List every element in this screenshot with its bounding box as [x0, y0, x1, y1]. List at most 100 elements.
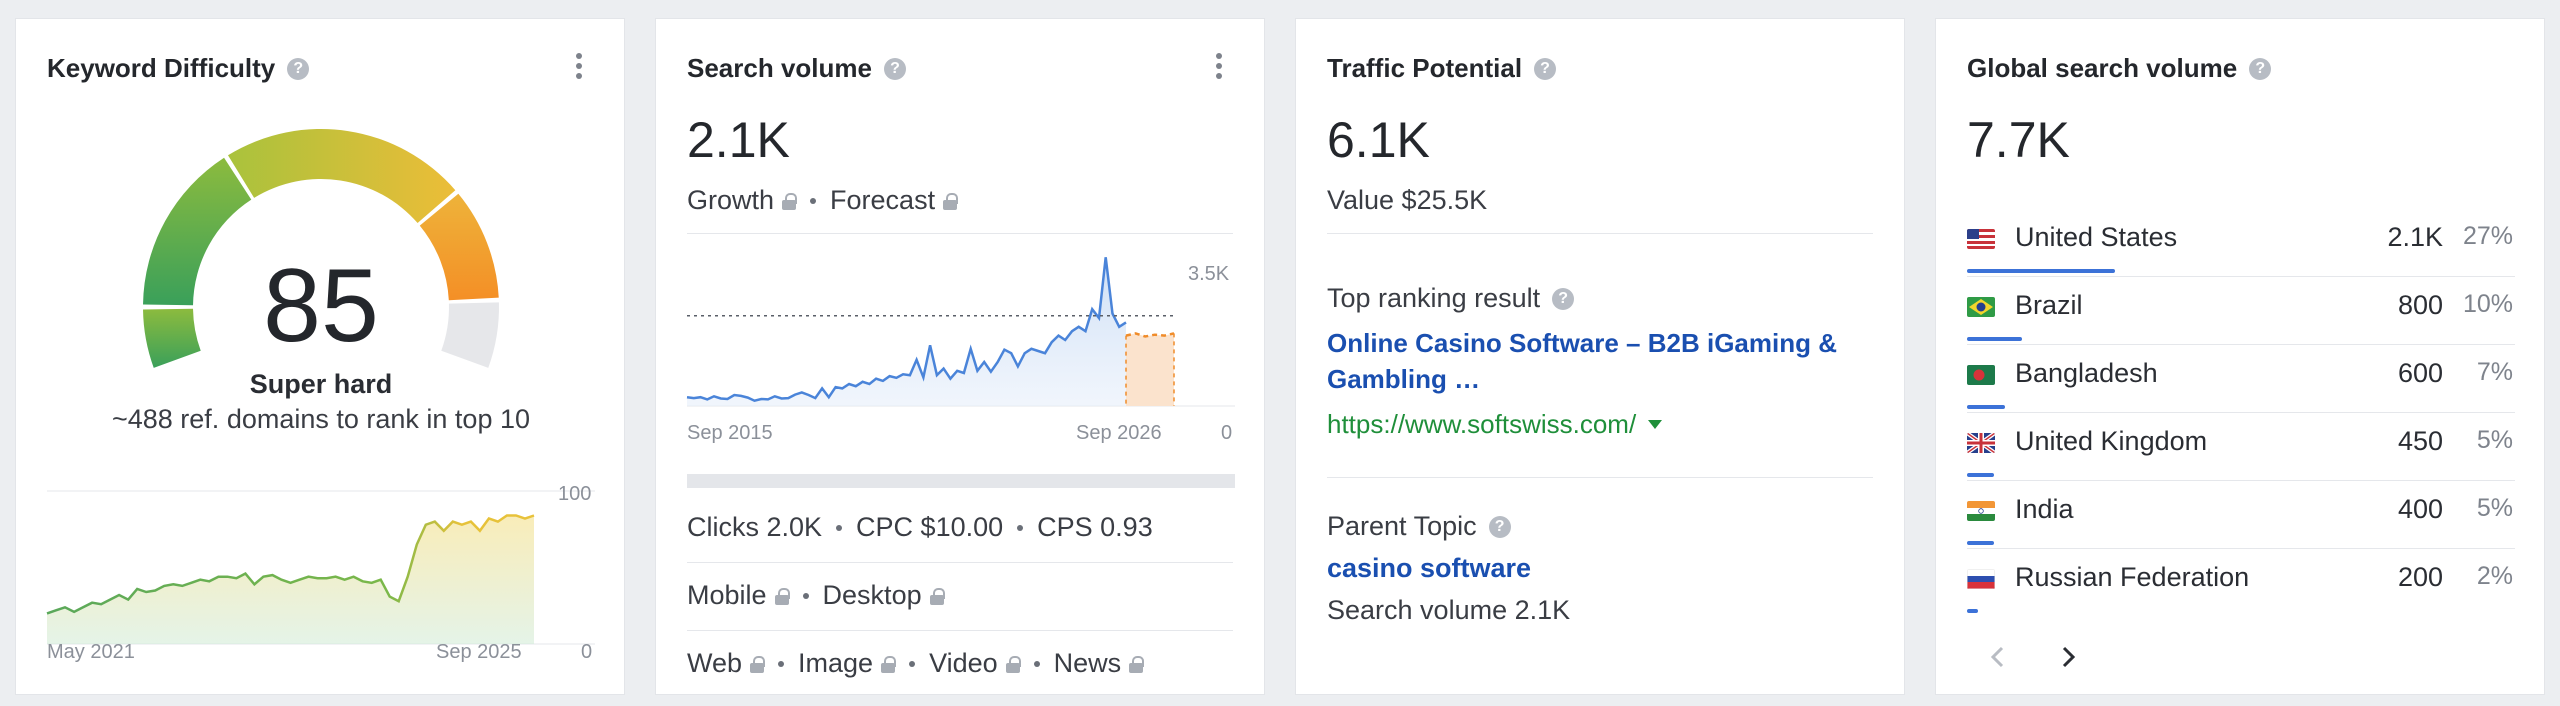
desktop-label[interactable]: Desktop [822, 580, 922, 610]
forecast-label[interactable]: Forecast [830, 185, 936, 215]
caret-down-icon[interactable] [1648, 420, 1663, 429]
divider [687, 630, 1233, 631]
parent-topic-link[interactable]: casino software [1327, 553, 1532, 583]
image-label[interactable]: Image [798, 648, 874, 678]
cps-metric: CPS 0.93 [1037, 512, 1153, 542]
divider [1967, 480, 2515, 481]
kd-axis-min: 0 [581, 641, 593, 663]
country-row[interactable]: India 400 5% [1967, 481, 2515, 549]
help-icon[interactable]: ? [1552, 287, 1575, 310]
flag-ru-icon [1967, 569, 1995, 589]
help-icon[interactable]: ? [287, 57, 310, 80]
sv-title: Search volume ? [687, 53, 906, 84]
kd-more-options-icon[interactable] [574, 53, 584, 83]
country-name: Brazil [2015, 290, 2083, 320]
country-name: India [2015, 494, 2074, 524]
country-row[interactable]: Russian Federation 200 2% [1967, 549, 2515, 617]
country-percent: 27% [2462, 222, 2513, 250]
tp-title-text: Traffic Potential [1327, 53, 1523, 83]
sv-type-row: Web Image Video News [687, 648, 1145, 679]
divider [1967, 276, 2515, 277]
sv-forecast-line [1125, 332, 1175, 338]
country-row[interactable]: Brazil 800 10% [1967, 277, 2515, 345]
sv-axis-start: Sep 2015 [687, 422, 773, 444]
parent-topic-volume: Search volume 2.1K [1327, 595, 1571, 625]
separator-dot [1033, 660, 1040, 667]
gauge-segment-orange [419, 193, 499, 301]
country-volume: 600 [2397, 358, 2443, 388]
kd-axis-max: 100 [558, 483, 592, 505]
sv-growth-forecast-row: Growth Forecast [687, 185, 959, 216]
help-icon[interactable]: ? [883, 57, 906, 80]
separator-dot [1017, 524, 1024, 531]
country-share-bar [1967, 473, 1995, 477]
lock-icon [881, 655, 897, 673]
help-icon[interactable]: ? [1534, 57, 1557, 80]
country-name: Bangladesh [2015, 358, 2158, 388]
divider [1967, 344, 2515, 345]
country-name: United Kingdom [2015, 426, 2208, 456]
lock-icon [750, 655, 766, 673]
sv-range-scrollbar[interactable] [687, 474, 1235, 488]
lock-icon [929, 587, 945, 605]
gauge-segment-green [143, 308, 201, 368]
video-label[interactable]: Video [929, 648, 998, 678]
sv-trend-line [686, 257, 1127, 403]
news-label[interactable]: News [1053, 648, 1122, 678]
help-icon[interactable]: ? [1488, 515, 1511, 538]
web-label[interactable]: Web [687, 648, 743, 678]
top-ranking-label: Top ranking result [1327, 283, 1541, 313]
sv-axis-min: 0 [1221, 422, 1233, 444]
keyword-difficulty-card: Keyword Difficulty ? 85 Super hard ~488 … [15, 18, 625, 695]
country-percent: 10% [2462, 290, 2513, 318]
top-ranking-url-link[interactable]: https://www.softswiss.com/ [1327, 409, 1637, 439]
country-row[interactable]: United Kingdom 450 5% [1967, 413, 2515, 481]
separator-dot [836, 524, 843, 531]
chevron-right-icon[interactable] [2056, 643, 2080, 671]
country-name: United States [2015, 222, 2178, 252]
top-ranking-url-row: https://www.softswiss.com/ [1327, 409, 1663, 440]
help-icon[interactable]: ? [2249, 57, 2272, 80]
global-search-volume-card: Global search volume ? 7.7K United State… [1935, 18, 2545, 695]
lock-icon [1005, 655, 1021, 673]
chevron-left-icon[interactable] [1986, 643, 2010, 671]
divider [1967, 548, 2515, 549]
country-volume: 800 [2397, 290, 2443, 320]
flag-in-icon [1967, 501, 1995, 521]
country-percent: 7% [2476, 358, 2513, 386]
country-share-bar [1967, 337, 2022, 341]
sv-metrics-row: Clicks 2.0K CPC $10.00 CPS 0.93 [687, 512, 1153, 543]
tp-value: 6.1K [1327, 112, 1430, 168]
cpc-metric: CPC $10.00 [856, 512, 1004, 542]
country-share-bar [1967, 541, 1995, 545]
country-name: Russian Federation [2015, 562, 2250, 592]
sv-axis-max: 3.5K [1188, 263, 1230, 285]
separator-dot [810, 197, 817, 204]
top-ranking-title-link[interactable]: Online Casino Software – B2B iGaming & G… [1327, 328, 1837, 394]
traffic-potential-card: Traffic Potential ? 6.1K Value $25.5K To… [1295, 18, 1905, 695]
sv-title-text: Search volume [687, 53, 872, 83]
country-row[interactable]: Bangladesh 600 7% [1967, 345, 2515, 413]
country-row[interactable]: United States 2.1K 27% [1967, 209, 2515, 277]
flag-gb-icon [1967, 433, 1995, 453]
divider [1327, 477, 1873, 478]
country-share-bar [1967, 269, 2115, 273]
kd-trend-area [47, 515, 534, 644]
kd-gauge [143, 129, 499, 368]
divider [687, 233, 1233, 234]
sv-trend-chart [686, 257, 1235, 407]
parent-topic-label: Parent Topic [1327, 511, 1477, 541]
country-share-bar [1967, 405, 2006, 409]
growth-label[interactable]: Growth [687, 185, 775, 215]
sv-more-options-icon[interactable] [1214, 53, 1224, 83]
clicks-metric: Clicks 2.0K [687, 512, 823, 542]
divider [687, 562, 1233, 563]
sv-value: 2.1K [687, 112, 790, 168]
sv-trend-area [687, 257, 1126, 406]
country-volume: 200 [2397, 562, 2443, 592]
mobile-label[interactable]: Mobile [687, 580, 767, 610]
flag-bd-icon [1967, 365, 1995, 385]
sv-forecast-area [1126, 333, 1174, 406]
separator-dot [778, 660, 785, 667]
gauge-segment-yellow [227, 129, 456, 224]
